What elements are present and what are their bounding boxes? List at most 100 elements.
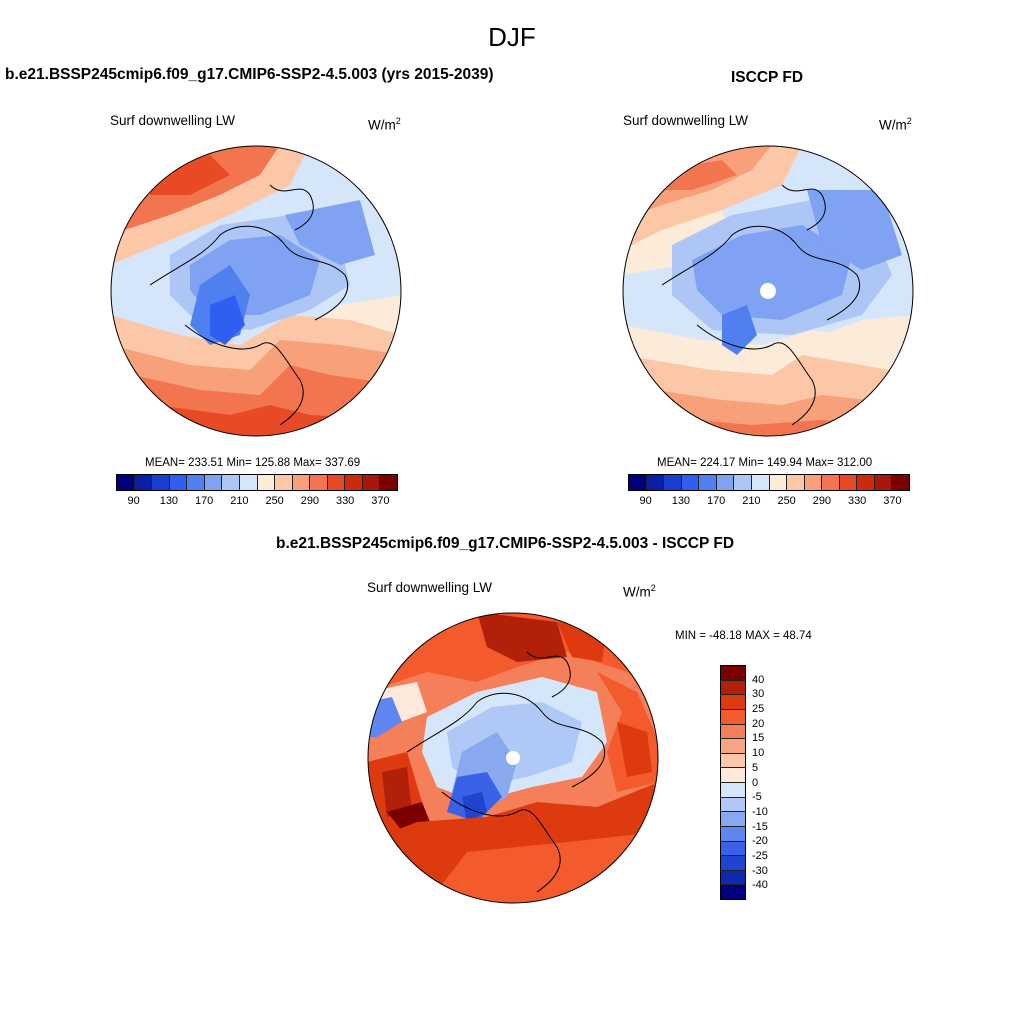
panel3-colorbar: [720, 665, 746, 900]
colorbar-swatch: [892, 475, 909, 490]
panel1-stats: MEAN= 233.51 Min= 125.88 Max= 337.69: [145, 457, 361, 469]
colorbar-tick-label: -10: [752, 805, 768, 818]
colorbar-tick-label: 170: [706, 495, 726, 507]
main-title: DJF: [488, 22, 536, 52]
colorbar-tick-label: 170: [194, 495, 214, 507]
colorbar-tick-label: -15: [752, 820, 768, 833]
colorbar-swatch: [721, 870, 745, 886]
colorbar-tick-label: 30: [752, 688, 765, 701]
colorbar-tick-label: 25: [752, 703, 765, 716]
panel2-colorbar: [628, 474, 910, 491]
colorbar-tick-label: 210: [742, 495, 761, 507]
colorbar-tick-label: 130: [159, 495, 179, 507]
panel2-variable: Surf downwelling LW: [623, 113, 749, 128]
colorbar-tick-label: 40: [752, 673, 765, 686]
colorbar-tick-label: 210: [230, 495, 249, 507]
colorbar-swatch: [380, 475, 397, 490]
colorbar-swatch: [664, 475, 682, 490]
colorbar-swatch: [117, 475, 135, 490]
colorbar-swatch: [310, 475, 328, 490]
colorbar-tick-label: 290: [812, 495, 832, 507]
colorbar-swatch: [646, 475, 665, 490]
colorbar-tick-label: 370: [883, 495, 902, 507]
colorbar-swatch: [327, 475, 346, 490]
colorbar-tick-label: 370: [371, 495, 390, 507]
colorbar-swatch: [734, 475, 752, 490]
panel1-units: W/m2: [368, 116, 401, 133]
colorbar-tick-label: 90: [127, 495, 140, 507]
colorbar-swatch: [721, 724, 745, 740]
colorbar-swatch: [874, 475, 893, 490]
colorbar-tick-label: -40: [752, 879, 768, 892]
colorbar-tick-label: 130: [671, 495, 691, 507]
panel3-stats: MIN = -48.18 MAX = 48.74: [675, 630, 812, 642]
colorbar-swatch: [721, 826, 745, 842]
colorbar-swatch: [362, 475, 381, 490]
panel2-units: W/m2: [879, 116, 912, 133]
colorbar-swatch: [345, 475, 363, 490]
colorbar-swatch: [721, 885, 745, 899]
colorbar-swatch: [721, 739, 745, 754]
panel3-polar-map: [367, 612, 659, 904]
colorbar-swatch: [292, 475, 311, 490]
colorbar-tick-label: -30: [752, 864, 768, 877]
colorbar-swatch: [804, 475, 823, 490]
colorbar-tick-label: 15: [752, 732, 765, 745]
panel1-colorbar-ticks: 90 130 170 210 250 290 330 370: [116, 495, 398, 509]
colorbar-swatch: [721, 783, 745, 798]
colorbar-swatch: [769, 475, 788, 490]
colorbar-tick-label: -20: [752, 835, 768, 848]
colorbar-swatch: [239, 475, 258, 490]
colorbar-swatch: [134, 475, 153, 490]
colorbar-swatch: [857, 475, 875, 490]
colorbar-swatch: [721, 666, 745, 681]
panel3-variable: Surf downwelling LW: [367, 580, 493, 595]
colorbar-tick-label: -25: [752, 849, 768, 862]
colorbar-tick-label: 0: [752, 776, 759, 789]
panel2-polar-map: [622, 145, 914, 437]
colorbar-swatch: [721, 695, 745, 710]
colorbar-swatch: [152, 475, 170, 490]
colorbar-swatch: [187, 475, 205, 490]
colorbar-swatch: [721, 812, 745, 827]
panel2-title: ISCCP FD: [731, 69, 804, 86]
colorbar-tick-label: 10: [752, 747, 765, 760]
panel2-stats: MEAN= 224.17 Min= 149.94 Max= 312.00: [657, 457, 873, 469]
colorbar-swatch: [822, 475, 840, 490]
colorbar-swatch: [699, 475, 717, 490]
colorbar-swatch: [721, 680, 745, 696]
colorbar-tick-label: -5: [752, 791, 762, 804]
colorbar-tick-label: 250: [265, 495, 284, 507]
panel1-colorbar: [116, 474, 398, 491]
colorbar-swatch: [721, 768, 745, 783]
colorbar-swatch: [716, 475, 735, 490]
panel2-colorbar-ticks: 90 130 170 210 250 290 330 370: [628, 495, 910, 509]
colorbar-swatch: [169, 475, 188, 490]
colorbar-swatch: [721, 753, 745, 769]
colorbar-tick-label: 20: [752, 717, 765, 730]
colorbar-swatch: [751, 475, 770, 490]
colorbar-swatch: [721, 841, 745, 857]
colorbar-swatch: [257, 475, 276, 490]
colorbar-tick-label: 90: [639, 495, 652, 507]
colorbar-swatch: [721, 856, 745, 871]
panel1-title: b.e21.BSSP245cmip6.f09_g17.CMIP6-SSP2-4.…: [5, 66, 494, 83]
colorbar-swatch: [275, 475, 293, 490]
colorbar-tick-label: 330: [847, 495, 867, 507]
colorbar-swatch: [721, 709, 745, 725]
panel1-polar-map: [110, 145, 402, 437]
colorbar-swatch: [787, 475, 805, 490]
colorbar-tick-label: 250: [777, 495, 796, 507]
colorbar-swatch: [222, 475, 240, 490]
colorbar-tick-label: 290: [300, 495, 320, 507]
colorbar-swatch: [681, 475, 700, 490]
colorbar-tick-label: 5: [752, 761, 759, 774]
panel3-units: W/m2: [623, 583, 656, 600]
panel1-variable: Surf downwelling LW: [110, 113, 236, 128]
colorbar-swatch: [629, 475, 647, 490]
panel3-title: b.e21.BSSP245cmip6.f09_g17.CMIP6-SSP2-4.…: [276, 535, 735, 552]
colorbar-swatch: [204, 475, 223, 490]
colorbar-swatch: [721, 797, 745, 813]
panel3-colorbar-ticks: 40 30 25 20 15 10 5 0 -5 -10 -15 -20 -25 -30 -40: [752, 665, 792, 900]
colorbar-swatch: [839, 475, 858, 490]
